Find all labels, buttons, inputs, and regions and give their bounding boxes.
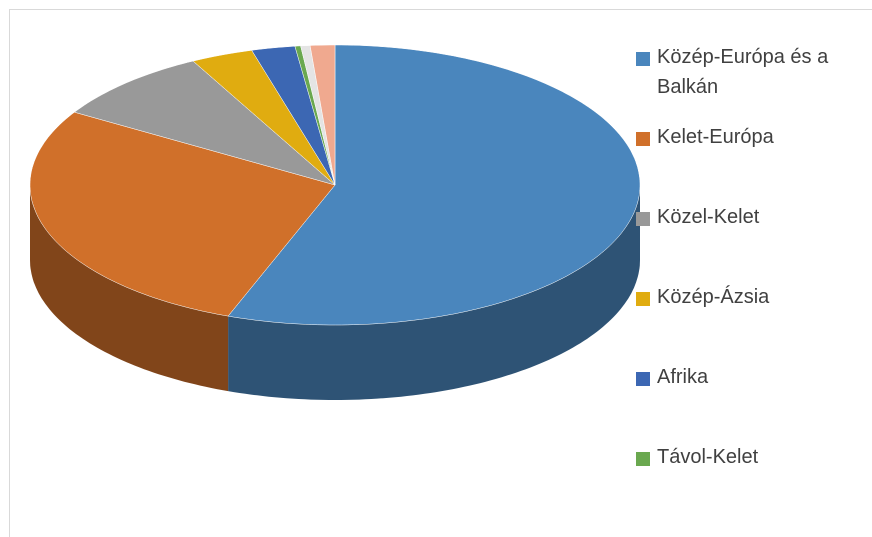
legend-swatch <box>636 212 650 226</box>
legend-swatch <box>636 52 650 66</box>
legend-label: Kelet-Európa <box>657 126 774 148</box>
legend-item: Afrika <box>636 362 866 442</box>
legend-item: Közel-Kelet <box>636 202 866 282</box>
legend-item: Kelet-Európa <box>636 122 866 202</box>
slice <box>251 45 336 186</box>
legend-swatch <box>636 452 650 466</box>
legend-item: Közép-Ázsia <box>636 282 866 362</box>
legend-label: Távol-Kelet <box>657 446 759 468</box>
slice-side <box>228 185 640 400</box>
slice <box>29 111 336 317</box>
chart-border <box>9 9 872 537</box>
legend-swatch <box>636 372 650 386</box>
slice <box>309 44 336 186</box>
legend-swatch <box>636 292 650 306</box>
legend-item: Közép-Európa és a Balkán <box>636 42 866 122</box>
legend-swatch <box>636 132 650 146</box>
slice <box>192 50 336 186</box>
legend-label: Közel-Kelet <box>657 206 760 228</box>
slice <box>73 60 336 186</box>
legend: Közép-Európa és a Balkán Kelet-Európa Köze… <box>636 42 866 522</box>
legend-label: Közép-Ázsia <box>657 286 770 308</box>
legend-item: Távol-Kelet <box>636 442 866 522</box>
legend-label: Afrika <box>657 366 709 388</box>
legend-label: Közép-Európa és a Balkán <box>657 46 829 98</box>
slice <box>227 44 641 326</box>
slice-side <box>30 185 229 392</box>
